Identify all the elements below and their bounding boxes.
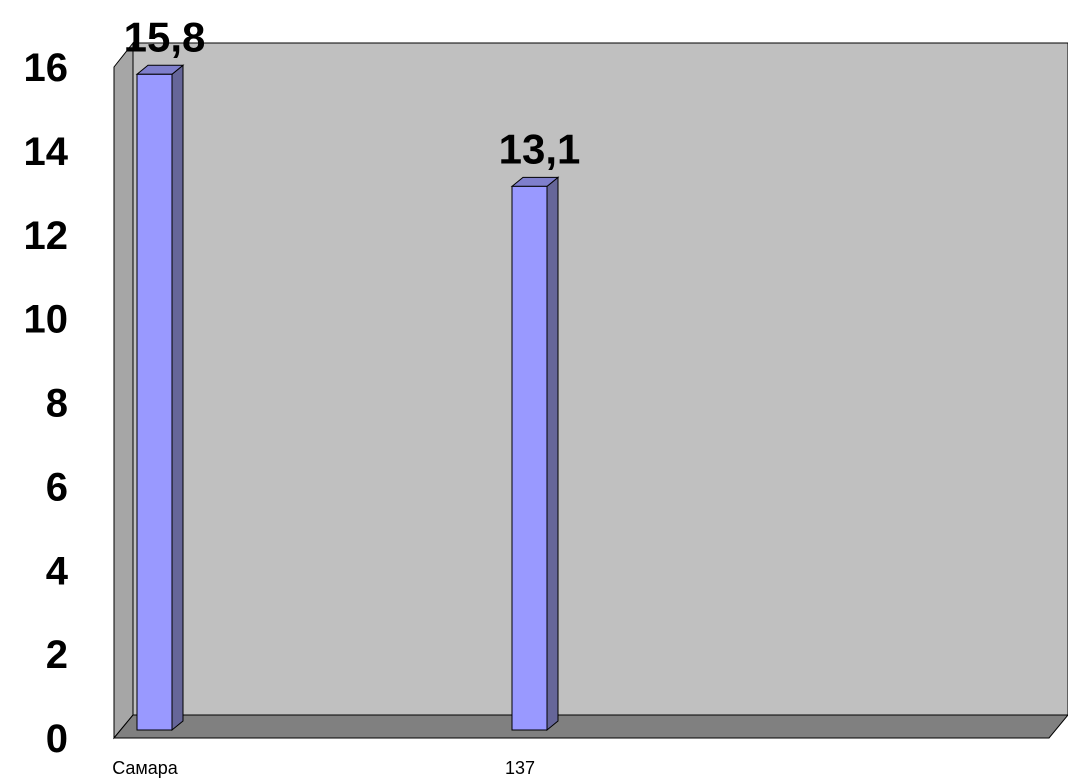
x-axis-ticks: Самара 137 — [112, 758, 535, 778]
bar — [510, 176, 560, 732]
y-tick-label: 0 — [46, 717, 68, 761]
y-tick-label: 2 — [46, 633, 68, 677]
side-wall — [113, 41, 134, 740]
chart-walls — [112, 41, 1068, 740]
y-tick-label: 10 — [24, 298, 69, 342]
y-tick-label: 6 — [46, 465, 68, 509]
y-tick-label: 14 — [24, 130, 69, 174]
bar-front — [136, 73, 173, 731]
y-tick-label: 4 — [46, 549, 69, 593]
bar-side — [171, 64, 184, 732]
bar-front — [511, 185, 548, 731]
bar-side — [546, 176, 559, 732]
bar — [135, 64, 185, 732]
y-tick-label: 16 — [24, 46, 69, 90]
y-axis-ticks: 0 2 4 6 8 10 12 14 16 — [24, 46, 69, 761]
data-label: 15,8 — [124, 13, 206, 60]
x-tick-label: 137 — [505, 758, 535, 778]
bars — [135, 64, 560, 732]
data-labels: 15,8 13,1 — [124, 13, 581, 172]
y-tick-label: 12 — [24, 214, 69, 258]
back-wall — [132, 42, 1068, 716]
floor — [112, 714, 1068, 739]
x-tick-label: Самара — [112, 758, 179, 778]
data-label: 13,1 — [499, 125, 581, 172]
y-tick-label: 8 — [46, 382, 68, 426]
